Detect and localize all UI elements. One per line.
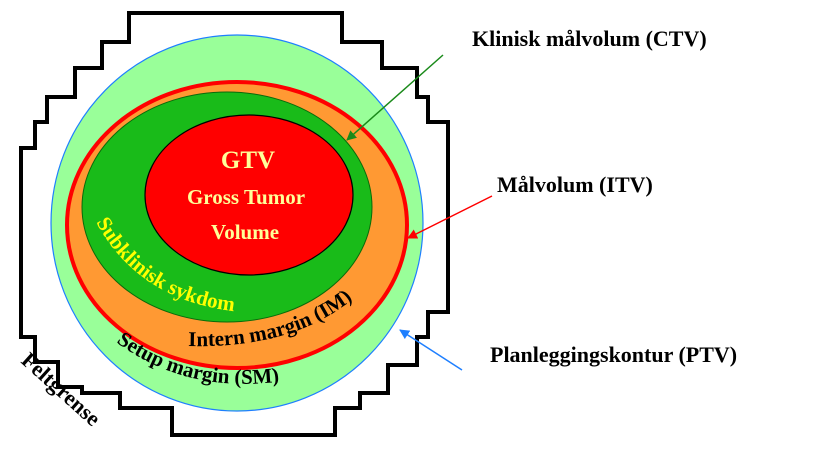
- ctv-label: Klinisk målvolum (CTV): [472, 26, 707, 51]
- field-boundary-label: Feltgrense: [17, 347, 106, 431]
- ptv-label: Planleggingskontur (PTV): [490, 342, 737, 367]
- ctv-arrow: [346, 54, 444, 141]
- gtv-region: [144, 114, 354, 276]
- itv-label: Målvolum (ITV): [497, 172, 653, 197]
- gtv-line1: Gross Tumor: [187, 185, 305, 209]
- ptv-arrow: [399, 329, 463, 371]
- gtv-label: GTV: [221, 147, 275, 174]
- gtv-line2: Volume: [211, 220, 279, 244]
- field-boundary-outline: [19, 11, 450, 437]
- itv-arrow: [407, 195, 493, 239]
